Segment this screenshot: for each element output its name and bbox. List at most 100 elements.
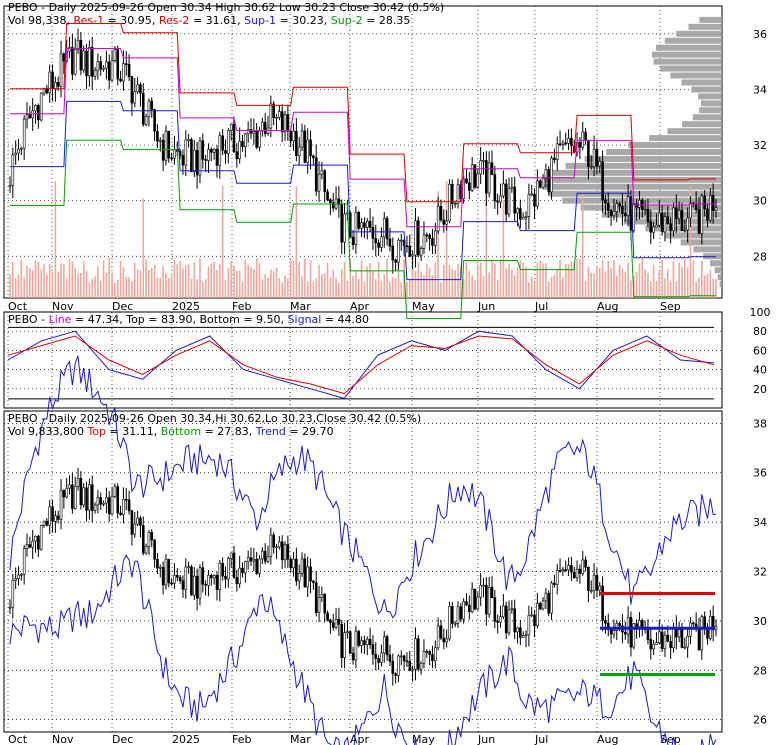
p1-candle-body xyxy=(275,116,278,119)
p3-candle-body xyxy=(170,582,173,585)
volume-bar xyxy=(150,268,153,298)
volume-bar xyxy=(71,261,74,298)
volume-bar xyxy=(301,276,303,298)
p3-candle-body xyxy=(377,658,380,663)
volume-bar xyxy=(669,281,672,298)
volume-bar xyxy=(477,264,479,298)
volume-bar xyxy=(635,272,638,298)
p3-bottom: = 27.83, xyxy=(204,425,253,438)
volume-bar xyxy=(46,274,48,298)
p3-candle-body xyxy=(524,634,528,637)
volume-bar xyxy=(562,277,564,298)
p1-candle-body xyxy=(280,111,284,133)
volume-bar xyxy=(485,189,488,298)
month-label-p1: May xyxy=(412,300,435,313)
p1-candle-body xyxy=(476,173,480,188)
p1-candle-body xyxy=(595,148,599,167)
p1-candle-body xyxy=(592,148,596,167)
p1-candle-body xyxy=(252,130,256,134)
p3-candle-body xyxy=(212,574,216,579)
p3-candle-body xyxy=(657,631,661,643)
p3-top-label: Top xyxy=(87,425,107,438)
p3-candle-body xyxy=(697,628,701,651)
p2-top: = 83.90, xyxy=(148,313,196,326)
p3-candle-body xyxy=(326,612,329,621)
volume-bar xyxy=(281,282,283,298)
p1-candle-body xyxy=(618,203,621,207)
p1-open: 30.34 xyxy=(180,1,212,14)
p3-candle-body xyxy=(144,546,148,554)
p3-candle-body xyxy=(215,574,219,590)
p3-candle-body xyxy=(527,615,531,636)
p3-candle-body xyxy=(382,636,386,654)
p3-candle-body xyxy=(394,673,397,676)
volume-bar xyxy=(615,275,618,298)
p1-candle-body xyxy=(207,149,210,161)
p1-candle-body xyxy=(329,199,332,203)
p1-low: 30.23 xyxy=(304,1,336,14)
p3-candle-body xyxy=(178,576,182,582)
p3-candle-body xyxy=(363,640,366,646)
p3-top: = 31.11, xyxy=(109,425,158,438)
p3-candle-body xyxy=(309,566,312,582)
p1-candle-body xyxy=(405,245,409,248)
volume-bar xyxy=(329,277,332,298)
volume-bar xyxy=(394,278,397,298)
p3-candle-body xyxy=(405,660,409,663)
p3-candle-body xyxy=(76,478,80,487)
p1-candle-body xyxy=(487,162,491,194)
month-label-p1: Nov xyxy=(52,300,74,313)
volume-bar xyxy=(99,280,102,298)
volume-bar xyxy=(408,278,411,298)
p1-candle-body xyxy=(198,140,202,176)
p1-candle-body xyxy=(558,143,562,146)
panel1-subheader: Vol 98,338, Res-1 = 30.95, Res-2 = 31.61… xyxy=(8,14,411,27)
volume-bar xyxy=(272,271,275,298)
p1-candle-body xyxy=(59,53,63,87)
volume-bar xyxy=(448,265,451,298)
volume-bar xyxy=(173,258,176,298)
p3-candle-body xyxy=(473,588,477,610)
stoch-signal-line xyxy=(7,335,715,395)
p3-candle-body xyxy=(521,635,525,638)
volume-bar xyxy=(641,258,644,298)
month-label-p3: 2025 xyxy=(172,733,200,745)
p3-candle-body xyxy=(533,614,536,627)
volume-profile-bar xyxy=(676,30,722,37)
p1-candle-body xyxy=(649,221,653,233)
p3-candle-body xyxy=(476,596,480,610)
p1-candle-body xyxy=(589,166,593,168)
p1-candle-body xyxy=(28,114,32,119)
p3-candle-body xyxy=(351,652,355,661)
p3-candle-body xyxy=(105,497,108,504)
volume-bar xyxy=(709,270,712,298)
volume-bar xyxy=(681,266,683,298)
p3-candle-body xyxy=(612,630,616,635)
p3-candle-body xyxy=(502,605,505,617)
volume-bar xyxy=(567,264,570,298)
p1-desc: Daily 2025-09-26 xyxy=(48,1,144,14)
volume-bar xyxy=(159,277,162,298)
p3-candle-body xyxy=(164,558,168,586)
volume-bar xyxy=(528,282,530,298)
volume-bar xyxy=(77,273,79,298)
volume-bar xyxy=(108,258,111,298)
p1-candle-body xyxy=(303,130,307,163)
volume-bar xyxy=(340,269,343,298)
volume-bar xyxy=(139,270,142,298)
p3-candle-body xyxy=(513,608,516,633)
volume-bar xyxy=(199,258,201,298)
p3-trend: = 29.70 xyxy=(289,425,334,438)
p1-candle-body xyxy=(93,69,97,77)
volume-bar xyxy=(420,271,422,298)
p3-candle-body xyxy=(229,552,233,559)
p3-candle-body xyxy=(133,523,137,535)
p2-signal: = 44.80 xyxy=(324,313,370,326)
p1-candle-body xyxy=(706,208,709,221)
p3-candle-body xyxy=(156,559,159,569)
p1-candle-body xyxy=(646,208,650,222)
volume-profile-bar xyxy=(680,239,722,246)
month-label-p1: Jul xyxy=(534,300,548,313)
volume-bar xyxy=(14,278,17,298)
